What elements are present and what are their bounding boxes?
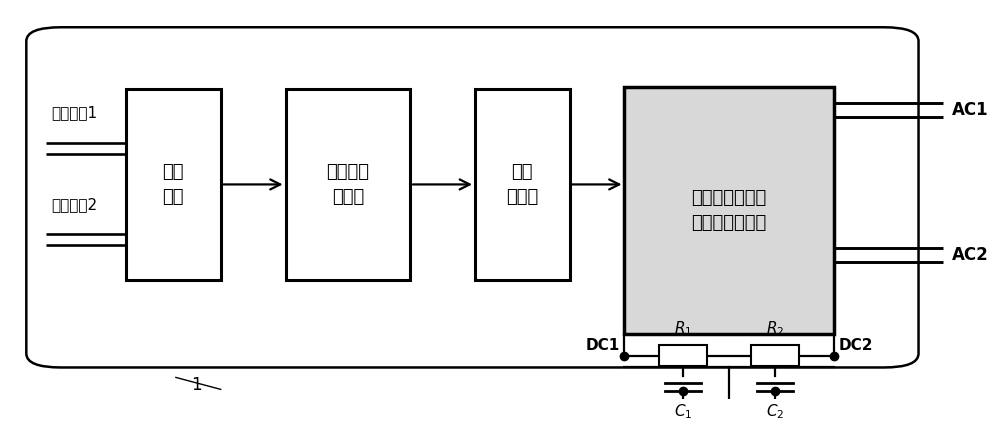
Text: 电源进线2: 电源进线2: [51, 197, 97, 212]
Bar: [126, 89, 221, 280]
Text: $R_1$: $R_1$: [674, 319, 692, 338]
Text: $R_2$: $R_2$: [766, 319, 784, 338]
Text: $C_2$: $C_2$: [766, 403, 784, 421]
Text: AC1: AC1: [951, 101, 988, 119]
Text: DC1: DC1: [585, 338, 619, 354]
Text: $C_1$: $C_1$: [674, 403, 692, 421]
Text: 工作
电源: 工作 电源: [163, 163, 184, 206]
Bar: [659, 345, 707, 366]
Text: 电源进线1: 电源进线1: [51, 106, 97, 120]
Bar: [624, 87, 834, 334]
Text: 1: 1: [191, 376, 201, 395]
Bar: [751, 345, 799, 366]
Bar: [475, 89, 570, 280]
Text: 驱动
电路板: 驱动 电路板: [506, 163, 538, 206]
Bar: [286, 89, 410, 280]
Text: AC2: AC2: [951, 246, 988, 264]
Text: 模块控制
电路板: 模块控制 电路板: [326, 163, 369, 206]
Text: DC2: DC2: [839, 338, 873, 354]
Text: 由电力电子元件
构成的功率电路: 由电力电子元件 构成的功率电路: [691, 189, 767, 232]
